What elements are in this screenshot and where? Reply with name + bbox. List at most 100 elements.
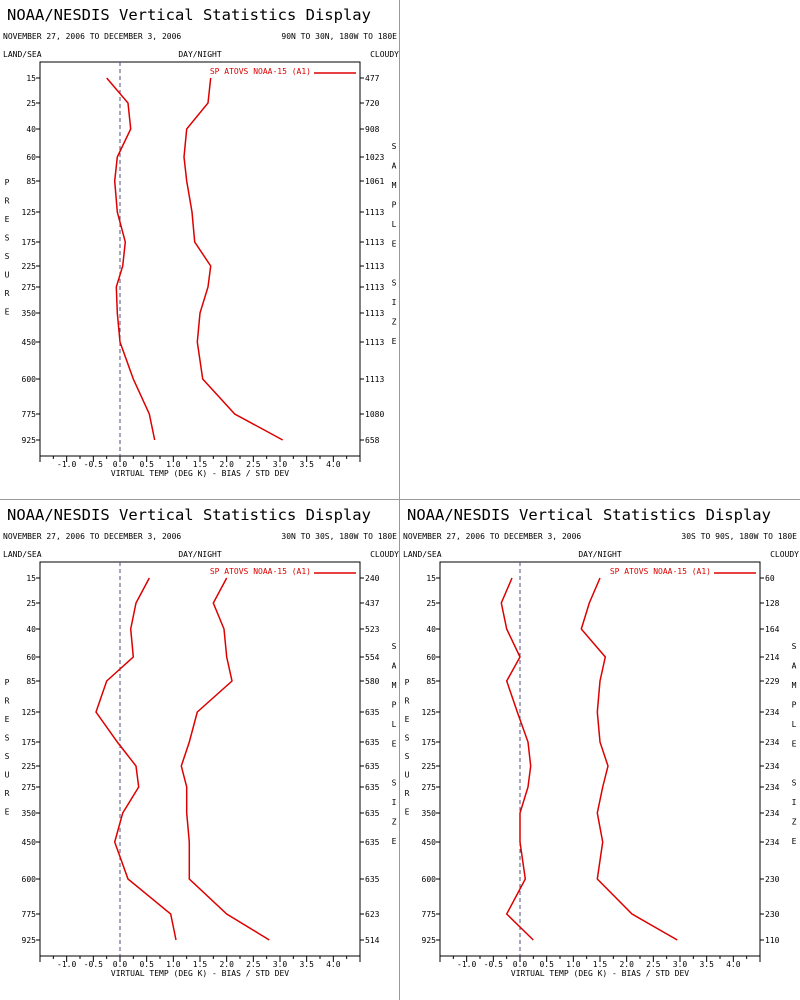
y-axis-label-letter: R: [5, 289, 10, 298]
x-tick-label: 0.0: [113, 960, 128, 969]
sample-size-label: 635: [365, 708, 380, 717]
chart-panel-tropics: NOAA/NESDIS Vertical Statistics Display N…: [0, 500, 400, 1000]
cloudy-label: CLOUDY: [370, 550, 399, 559]
y-axis-label-letter: S: [5, 734, 10, 743]
y-axis-label-letter: E: [405, 715, 410, 724]
chart-title: NOAA/NESDIS Vertical Statistics Display: [407, 506, 771, 524]
y-axis-label-letter: S: [5, 252, 10, 261]
sample-size-label: 658: [365, 436, 380, 445]
sample-size-label: 1113: [365, 338, 384, 347]
sample-size-label: 234: [765, 762, 780, 771]
x-tick-label: 1.0: [166, 960, 181, 969]
sample-size-label: 164: [765, 625, 780, 634]
y2-axis-label-letter: M: [792, 681, 797, 690]
pressure-tick-label: 60: [26, 653, 36, 662]
land-sea-label: LAND/SEA: [3, 50, 42, 59]
y-axis-label-letter: S: [5, 234, 10, 243]
sample-size-label: 1061: [365, 177, 384, 186]
pressure-tick-label: 350: [22, 809, 37, 818]
y2-axis-label-letter: S: [792, 779, 797, 788]
sample-size-label: 1113: [365, 262, 384, 271]
y-axis-label-letter: S: [405, 752, 410, 761]
sample-size-label: 229: [765, 677, 780, 686]
x-tick-label: 1.5: [193, 960, 208, 969]
pressure-tick-label: 600: [22, 875, 37, 884]
sample-size-label: 635: [365, 783, 380, 792]
pressure-tick-label: 600: [422, 875, 437, 884]
y2-axis-label-letter: E: [792, 740, 797, 749]
x-tick-label: 0.0: [113, 460, 128, 469]
sample-size-label: 554: [365, 653, 380, 662]
pressure-tick-label: 40: [26, 125, 36, 134]
bias-line: [500, 577, 534, 941]
x-tick-label: -1.0: [457, 960, 476, 969]
y-axis-label-letter: U: [5, 271, 10, 280]
y-axis-label-letter: R: [405, 697, 410, 706]
x-tick-label: 2.5: [246, 960, 261, 969]
pressure-tick-label: 275: [22, 783, 37, 792]
pressure-tick-label: 175: [422, 738, 437, 747]
y2-axis-label-letter: Z: [392, 318, 397, 327]
chart-svg: NOAA/NESDIS Vertical Statistics Display N…: [3, 6, 399, 478]
y2-axis-label-letter: S: [392, 779, 397, 788]
pressure-tick-label: 225: [422, 762, 437, 771]
x-tick-label: 1.0: [566, 960, 581, 969]
sample-size-label: 234: [765, 783, 780, 792]
y2-axis-label-letter: M: [392, 181, 397, 190]
sample-size-label: 623: [365, 910, 380, 919]
chart-svg: NOAA/NESDIS Vertical Statistics Display N…: [403, 506, 799, 978]
sample-size-label: 635: [365, 875, 380, 884]
pressure-tick-label: 450: [22, 838, 37, 847]
y2-axis-label-letter: S: [792, 642, 797, 651]
land-sea-label: LAND/SEA: [403, 550, 442, 559]
sample-size-label: 1080: [365, 410, 384, 419]
sample-size-label: 477: [365, 74, 380, 83]
bias-line: [106, 77, 156, 441]
x-tick-label: 4.0: [326, 960, 341, 969]
plot-frame: [39, 561, 361, 957]
chart-panel-north: NOAA/NESDIS Vertical Statistics Display N…: [0, 0, 400, 500]
sample-size-label: 230: [765, 875, 780, 884]
x-tick-label: 1.5: [193, 460, 208, 469]
x-tick-label: 0.0: [513, 960, 528, 969]
x-tick-label: 0.5: [139, 960, 154, 969]
x-tick-label: 2.0: [219, 460, 234, 469]
y2-axis-label-letter: L: [392, 220, 397, 229]
sample-size-label: 240: [365, 574, 380, 583]
y-axis-label-letter: E: [5, 808, 10, 817]
y-axis-label-letter: P: [5, 678, 10, 687]
y-axis-label-letter: E: [5, 215, 10, 224]
x-tick-label: -1.0: [57, 960, 76, 969]
day-night-label: DAY/NIGHT: [178, 50, 222, 59]
region-label: 30S TO 90S, 180W TO 180E: [681, 532, 797, 541]
pressure-tick-label: 275: [22, 283, 37, 292]
x-tick-label: 1.5: [593, 960, 608, 969]
chart-title: NOAA/NESDIS Vertical Statistics Display: [7, 506, 371, 524]
sample-size-label: 234: [765, 708, 780, 717]
y2-axis-label-letter: L: [792, 720, 797, 729]
land-sea-label: LAND/SEA: [3, 550, 42, 559]
y-axis-label-letter: E: [405, 808, 410, 817]
x-tick-label: 3.5: [299, 960, 314, 969]
x-tick-label: 3.0: [673, 960, 688, 969]
date-range: NOVEMBER 27, 2006 TO DECEMBER 3, 2006: [3, 32, 181, 41]
pressure-tick-label: 925: [22, 936, 37, 945]
sample-size-label: 234: [765, 809, 780, 818]
pressure-tick-label: 125: [22, 708, 37, 717]
y2-axis-label-letter: A: [392, 662, 397, 671]
sample-size-label: 234: [765, 838, 780, 847]
y-axis-label-letter: E: [5, 715, 10, 724]
y-axis-label-letter: R: [5, 789, 10, 798]
x-tick-label: 3.5: [699, 960, 714, 969]
sample-size-label: 720: [365, 99, 380, 108]
sample-size-label: 234: [765, 738, 780, 747]
y-axis-label-letter: E: [5, 308, 10, 317]
sample-size-label: 110: [765, 936, 780, 945]
pressure-tick-label: 60: [426, 653, 436, 662]
y-axis-label-letter: U: [5, 771, 10, 780]
pressure-tick-label: 925: [422, 936, 437, 945]
day-night-label: DAY/NIGHT: [178, 550, 222, 559]
y-axis-label-letter: S: [5, 752, 10, 761]
x-axis-label: VIRTUAL TEMP (DEG K) - BIAS / STD DEV: [511, 969, 689, 978]
sample-size-label: 128: [765, 599, 780, 608]
